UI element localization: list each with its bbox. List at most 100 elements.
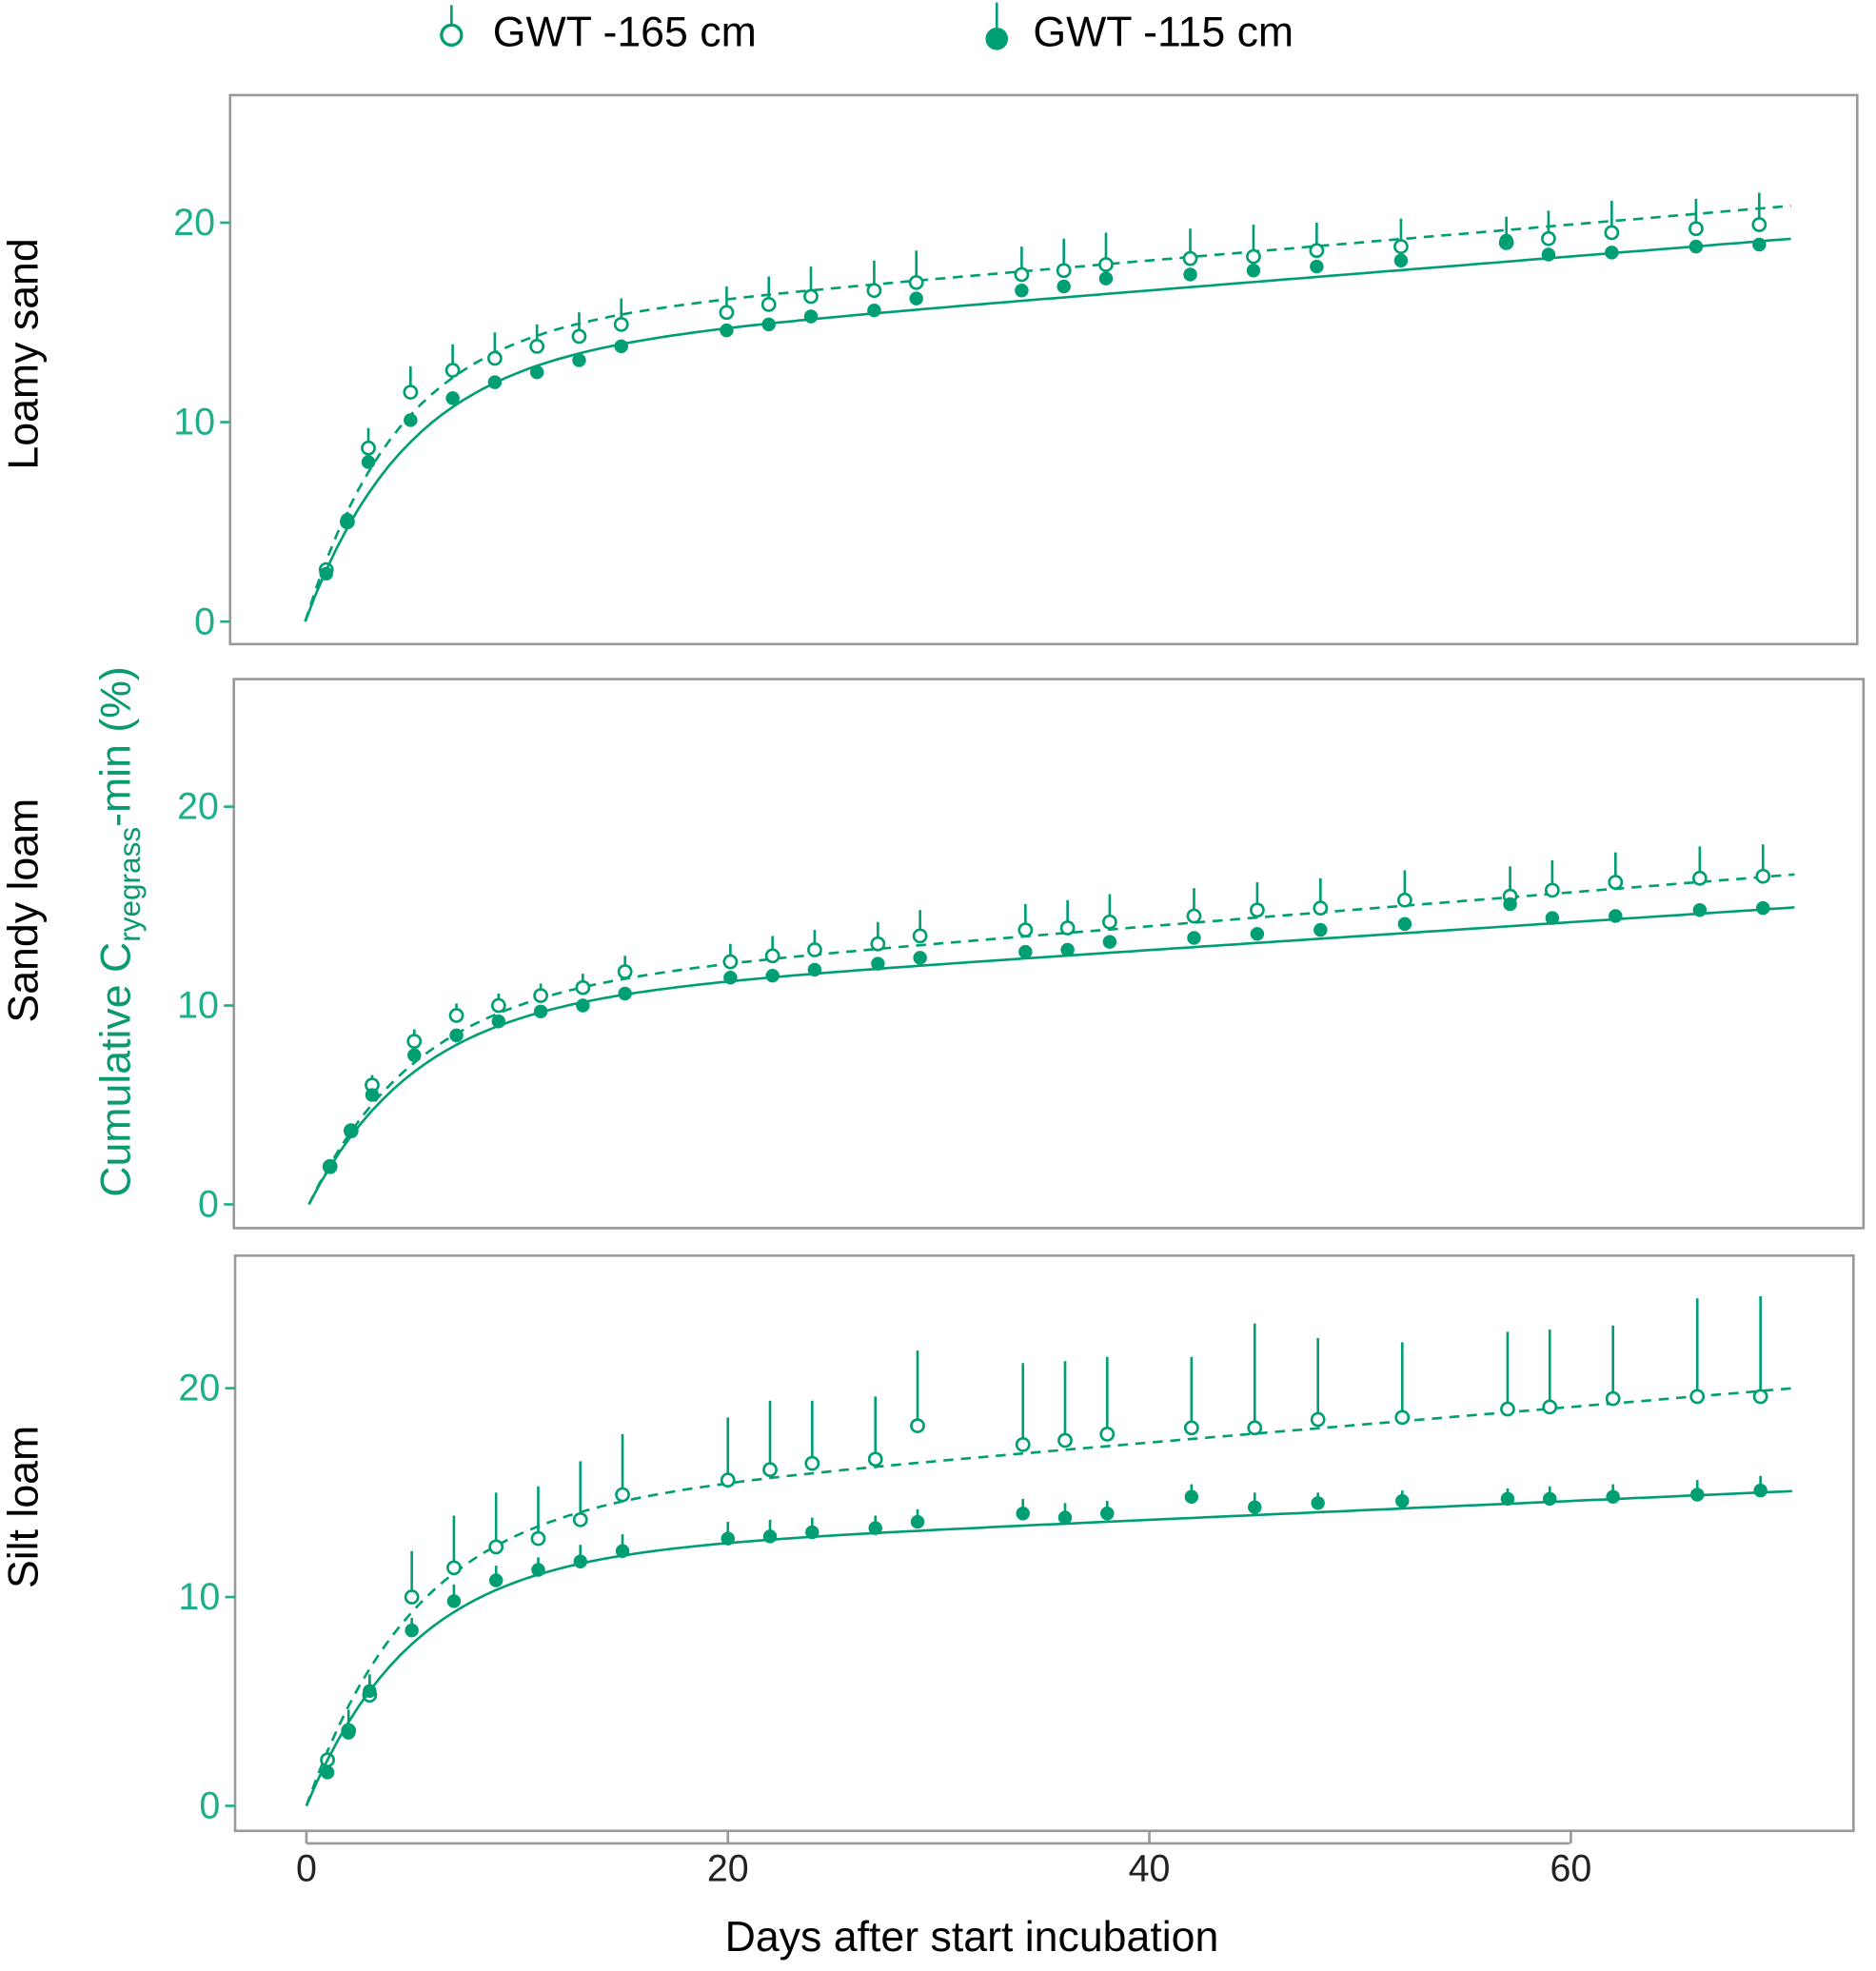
point-gwt-165 xyxy=(361,440,376,456)
fit-line-gwt-115 xyxy=(304,237,1791,622)
point-gwt-165 xyxy=(533,988,548,1003)
point-gwt-115 xyxy=(1248,1500,1262,1514)
point-gwt-115 xyxy=(1102,935,1117,949)
point-gwt-165 xyxy=(1688,221,1704,237)
point-gwt-115 xyxy=(407,1048,422,1062)
point-gwt-165 xyxy=(1098,257,1114,272)
point-gwt-115 xyxy=(803,309,819,324)
point-gwt-115 xyxy=(910,1514,925,1529)
point-gwt-165 xyxy=(1056,263,1072,279)
point-gwt-115 xyxy=(1605,246,1619,260)
point-gwt-165 xyxy=(1017,922,1034,938)
point-gwt-115 xyxy=(1313,922,1328,937)
point-gwt-115 xyxy=(572,353,586,367)
point-gwt-115 xyxy=(618,986,632,1001)
point-gwt-115 xyxy=(765,968,780,983)
point-gwt-115 xyxy=(445,391,460,405)
point-gwt-165 xyxy=(575,979,591,995)
point-gwt-115 xyxy=(909,291,923,306)
y-tick-label: 10 xyxy=(173,402,215,443)
point-gwt-165 xyxy=(571,328,587,345)
y-tick-label: 20 xyxy=(177,786,219,828)
point-gwt-115 xyxy=(762,1529,778,1544)
point-gwt-165 xyxy=(1014,266,1030,283)
point-gwt-165 xyxy=(613,316,629,332)
point-gwt-115 xyxy=(614,339,628,354)
point-gwt-115 xyxy=(491,1015,506,1029)
point-gwt-115 xyxy=(1393,253,1409,268)
point-gwt-115 xyxy=(761,317,776,332)
point-gwt-165 xyxy=(1691,870,1708,886)
point-gwt-115 xyxy=(1015,283,1029,298)
point-gwt-115 xyxy=(363,1684,377,1699)
point-gwt-165 xyxy=(804,1455,820,1471)
y-tick-label: 10 xyxy=(177,985,219,1027)
point-gwt-165 xyxy=(572,1511,588,1528)
panel-2: 0 10 20 xyxy=(178,1254,1855,1833)
point-gwt-115 xyxy=(529,365,544,380)
point-gwt-165 xyxy=(1246,248,1261,265)
point-gwt-115 xyxy=(868,1521,882,1535)
point-gwt-115 xyxy=(1503,897,1517,912)
fit-line-gwt-165 xyxy=(307,873,1795,1206)
panel-frame xyxy=(228,93,1859,646)
point-gwt-165 xyxy=(1604,225,1620,241)
point-gwt-165 xyxy=(406,1034,423,1050)
point-gwt-115 xyxy=(867,303,881,318)
point-gwt-165 xyxy=(1542,1399,1558,1415)
point-gwt-115 xyxy=(615,1544,630,1558)
point-gwt-115 xyxy=(1060,942,1075,957)
fit-line-gwt-165 xyxy=(304,204,1791,622)
point-gwt-115 xyxy=(1057,1510,1073,1525)
point-gwt-165 xyxy=(870,936,886,952)
point-gwt-115 xyxy=(1752,237,1767,252)
point-gwt-165 xyxy=(866,283,882,299)
point-gwt-165 xyxy=(760,297,777,312)
point-gwt-115 xyxy=(1609,909,1623,923)
point-gwt-165 xyxy=(912,928,928,944)
point-gwt-115 xyxy=(365,1088,380,1102)
point-gwt-165 xyxy=(867,1451,883,1468)
point-gwt-115 xyxy=(721,1531,735,1546)
point-gwt-165 xyxy=(530,1530,546,1547)
legend-filled-marker xyxy=(985,2,1009,50)
point-gwt-165 xyxy=(1755,868,1771,884)
point-gwt-165 xyxy=(487,350,503,366)
point-gwt-165 xyxy=(615,1487,630,1503)
point-gwt-115 xyxy=(323,1159,337,1173)
point-gwt-165 xyxy=(803,288,819,305)
point-gwt-165 xyxy=(1397,892,1412,908)
point-gwt-165 xyxy=(1689,1389,1706,1405)
point-gwt-115 xyxy=(1545,911,1560,925)
point-gwt-115 xyxy=(446,1594,462,1608)
point-gwt-115 xyxy=(1098,271,1114,286)
point-gwt-165 xyxy=(762,1462,778,1478)
point-gwt-165 xyxy=(1015,1436,1031,1452)
point-gwt-115 xyxy=(1756,900,1770,916)
point-gwt-115 xyxy=(1395,1493,1410,1508)
point-gwt-115 xyxy=(805,1525,820,1540)
point-gwt-165 xyxy=(1099,1427,1116,1442)
point-gwt-165 xyxy=(488,1539,504,1555)
point-gwt-165 xyxy=(446,1560,462,1576)
point-gwt-165 xyxy=(1182,250,1198,266)
point-gwt-115 xyxy=(340,513,355,527)
x-axis: 0 20 40 60 xyxy=(296,1830,1591,1889)
point-gwt-115 xyxy=(344,1123,359,1138)
panel-0: 0 10 20 xyxy=(173,93,1859,646)
y-tick-label: 20 xyxy=(178,1368,220,1409)
point-gwt-165 xyxy=(490,997,506,1014)
point-gwt-115 xyxy=(720,323,734,338)
point-gwt-165 xyxy=(1500,1401,1515,1417)
point-gwt-115 xyxy=(449,1028,464,1043)
point-gwt-165 xyxy=(444,363,461,378)
x-tick-label: 20 xyxy=(707,1847,749,1889)
point-gwt-115 xyxy=(1246,264,1261,278)
y-tick-label: 0 xyxy=(199,1785,220,1827)
point-gwt-115 xyxy=(488,1573,504,1587)
legend-open-marker xyxy=(440,5,464,48)
point-gwt-165 xyxy=(1250,902,1265,918)
x-axis-title: Days after start incubation xyxy=(725,1914,1219,1961)
point-gwt-115 xyxy=(1499,233,1513,248)
